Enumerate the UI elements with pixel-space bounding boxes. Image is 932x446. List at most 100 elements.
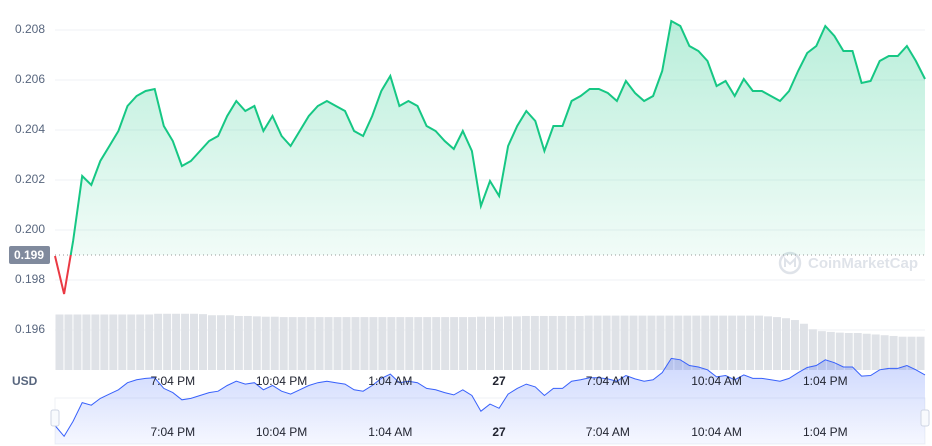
y-tick-label: 0.196 bbox=[15, 322, 45, 336]
volume-bar bbox=[405, 317, 414, 370]
x-tick-label: 27 bbox=[492, 374, 506, 388]
volume-bar bbox=[459, 317, 468, 370]
volume-bar bbox=[136, 314, 145, 370]
y-tick-label: 0.200 bbox=[15, 222, 45, 236]
volume-bar bbox=[844, 333, 853, 370]
volume-bar bbox=[503, 316, 512, 370]
volume-bar bbox=[539, 315, 548, 370]
navigator-handle[interactable] bbox=[920, 409, 930, 427]
volume-bar bbox=[216, 315, 225, 370]
volume-bar bbox=[64, 314, 73, 370]
volume-bar bbox=[656, 315, 665, 370]
volume-bar bbox=[225, 315, 234, 370]
y-tick-label: 0.208 bbox=[15, 22, 45, 36]
volume-bar bbox=[486, 316, 494, 370]
volume-bar bbox=[880, 335, 889, 370]
volume-bar bbox=[611, 315, 620, 370]
volume-bar bbox=[853, 333, 862, 370]
volume-bar bbox=[629, 315, 638, 370]
navigator-tick-label: 10:04 AM bbox=[691, 425, 742, 439]
volume-bar bbox=[719, 315, 728, 370]
volume-bar bbox=[790, 320, 799, 370]
volume-bar bbox=[575, 315, 584, 370]
volume-bar bbox=[369, 317, 378, 370]
volume-bar bbox=[728, 315, 737, 370]
volume-bar bbox=[620, 315, 629, 370]
volume-bar bbox=[109, 314, 118, 370]
volume-bar bbox=[674, 315, 683, 370]
volume-bar bbox=[243, 315, 252, 370]
volume-bar bbox=[261, 316, 270, 370]
navigator-tick-label: 7:04 PM bbox=[150, 425, 195, 439]
volume-bar bbox=[862, 333, 871, 370]
y-tick-label: 0.206 bbox=[15, 72, 45, 86]
navigator-line bbox=[54, 357, 926, 438]
volume-bar bbox=[306, 317, 315, 370]
x-tick-label: 7:04 PM bbox=[150, 374, 195, 388]
volume-bar bbox=[154, 313, 163, 370]
volume-bar bbox=[548, 315, 557, 370]
volume-bar bbox=[781, 318, 790, 370]
volume-bar bbox=[647, 315, 656, 370]
volume-bar bbox=[396, 317, 405, 370]
volume-bar bbox=[423, 317, 432, 370]
volume-bar bbox=[181, 313, 190, 370]
y-tick-label: 0.198 bbox=[15, 272, 45, 286]
volume-bar bbox=[494, 316, 503, 370]
volume-bar bbox=[701, 315, 710, 370]
volume-bar bbox=[118, 314, 127, 370]
price-line bbox=[69, 19, 926, 255]
volume-bar bbox=[288, 317, 297, 370]
volume-bar bbox=[557, 315, 566, 370]
volume-bar bbox=[351, 317, 360, 370]
volume-bar bbox=[324, 317, 333, 370]
volume-bar bbox=[252, 316, 261, 370]
volume-bar bbox=[190, 313, 199, 370]
volume-bar bbox=[279, 317, 288, 370]
volume-bar bbox=[441, 317, 450, 370]
watermark: CoinMarketCap bbox=[778, 251, 918, 275]
volume-bar bbox=[512, 316, 521, 370]
navigator-tick-label: 27 bbox=[492, 425, 506, 439]
volume-bar bbox=[898, 336, 907, 370]
volume-bar bbox=[916, 336, 925, 370]
volume-bar bbox=[270, 316, 279, 370]
volume-bar bbox=[584, 315, 593, 370]
volume-bar bbox=[764, 316, 773, 370]
volume-bar bbox=[665, 315, 674, 370]
volume-bar bbox=[746, 315, 755, 370]
unit-label: USD bbox=[12, 374, 38, 388]
volume-bar bbox=[638, 315, 647, 370]
volume-bar bbox=[234, 315, 243, 370]
volume-bar bbox=[387, 317, 396, 370]
volume-bar bbox=[566, 315, 575, 370]
navigator-handle[interactable] bbox=[50, 409, 60, 427]
volume-bar bbox=[530, 315, 539, 370]
volume-bar bbox=[73, 314, 82, 370]
volume-bar bbox=[799, 323, 808, 370]
navigator-tick-label: 7:04 AM bbox=[586, 425, 630, 439]
x-tick-label: 10:04 PM bbox=[256, 374, 307, 388]
volume-bar bbox=[207, 315, 216, 370]
baseline-label: 0.199 bbox=[14, 248, 44, 262]
volume-bar bbox=[82, 314, 91, 370]
volume-bar bbox=[521, 315, 530, 370]
volume-bar bbox=[360, 317, 369, 370]
volume-bar bbox=[297, 317, 306, 370]
baseline-label-bg bbox=[9, 246, 50, 264]
navigator-tick-label: 1:04 PM bbox=[803, 425, 848, 439]
volume-bar bbox=[817, 331, 826, 370]
x-tick-label: 10:04 AM bbox=[691, 374, 742, 388]
volume-bar bbox=[432, 317, 441, 370]
volume-bar bbox=[835, 332, 844, 370]
volume-bar bbox=[55, 314, 64, 370]
navigator-tick-label: 10:04 PM bbox=[256, 425, 307, 439]
navigator-tick-label: 1:04 AM bbox=[368, 425, 412, 439]
volume-bar bbox=[163, 313, 172, 370]
volume-bar bbox=[593, 315, 602, 370]
volume-bar bbox=[871, 334, 880, 370]
volume-bar bbox=[692, 315, 701, 370]
volume-bar bbox=[907, 336, 916, 370]
x-tick-label: 1:04 PM bbox=[803, 374, 848, 388]
